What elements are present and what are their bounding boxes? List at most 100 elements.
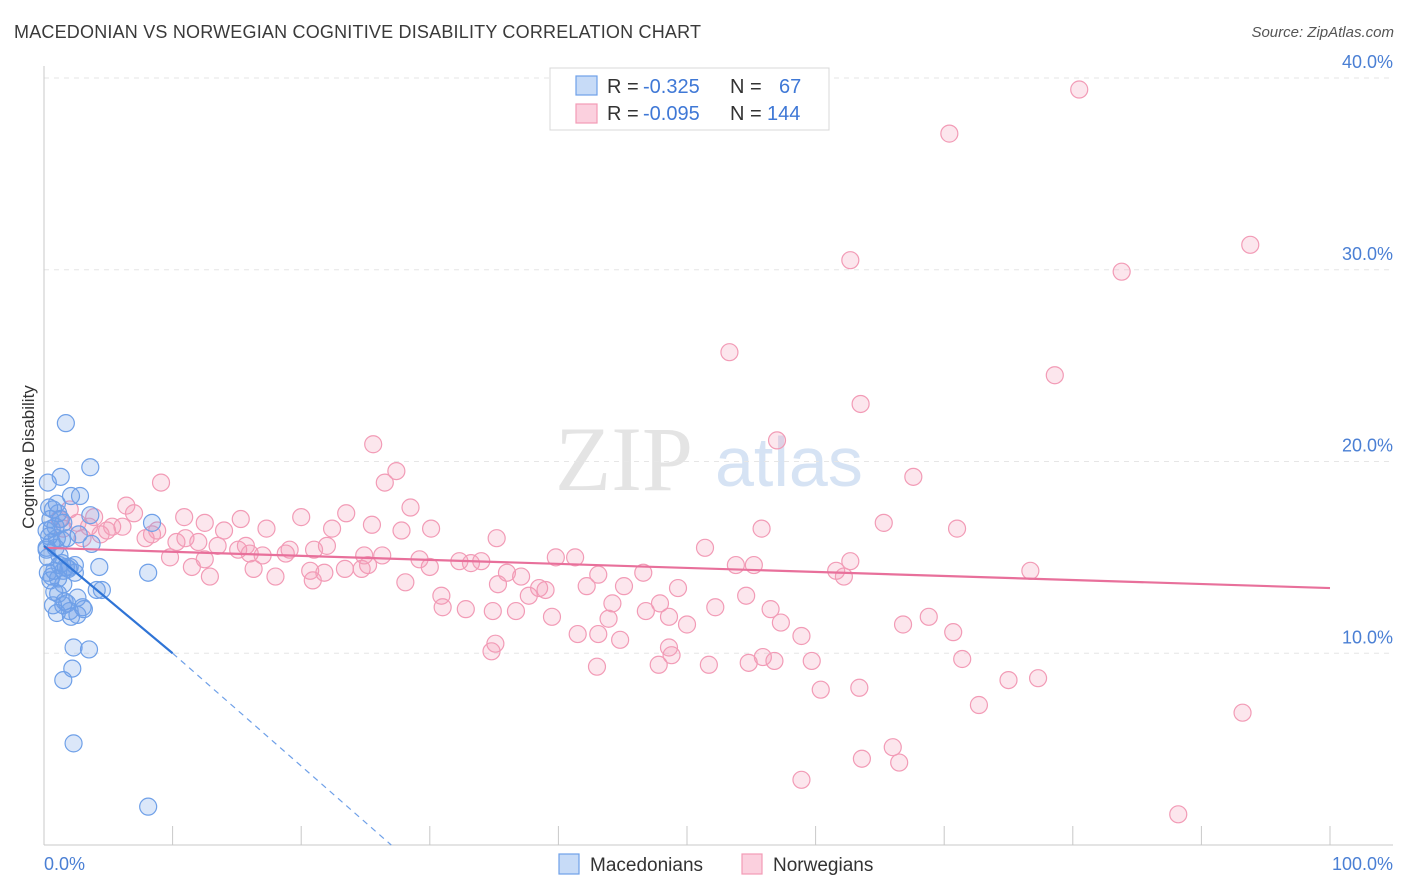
norwegians-point-1 [940,124,959,143]
norwegians-point-37 [487,529,506,548]
norwegians-point-6 [1045,366,1064,385]
macedonians-points [37,414,162,816]
macedonians-point-12 [142,513,162,532]
norwegians-point-74 [488,575,508,594]
macedonians-point-52 [92,580,111,600]
norwegians-point-90 [761,600,780,619]
norwegians-point-119 [969,695,989,715]
macedonians-point-47 [64,734,83,753]
norwegians-point-78 [668,578,688,598]
norwegians-point-77 [519,586,538,605]
norwegians-point-83 [603,594,622,613]
norwegians-point-79 [530,578,549,598]
norwegians-point-134 [208,536,227,555]
norwegians-point-47 [160,548,180,567]
norwegians-point-73 [396,573,415,592]
norwegians-point-123 [852,749,871,768]
macedonians-point-1 [81,458,100,477]
norwegians-point-125 [1169,805,1188,824]
norwegians-point-88 [636,601,655,621]
norwegians-point-84 [433,598,452,617]
norwegians-point-9 [364,435,383,454]
norwegians-point-18 [292,508,311,527]
norwegians-point-129 [79,517,99,536]
norwegians-point-127 [97,521,117,540]
macedonians-trend-line [43,545,174,655]
macedonians-point-3 [38,473,57,492]
y-tick-label-10: 10.0% [1342,627,1393,647]
norwegians-point-112 [587,657,607,676]
legend-r-label-1: R = [607,103,639,125]
y-tick-labels: 10.0% 20.0% 30.0% 40.0% [1342,52,1393,647]
macedonians-point-5 [61,486,81,506]
norwegians-point-13 [904,467,923,486]
macedonians-point-9 [81,506,100,525]
norwegians-point-71 [266,567,285,586]
x-tick-label-0: 0.0% [44,854,85,874]
norwegians-point-97 [919,607,938,626]
series-legend-swatch-norwegians [741,853,763,875]
norwegians-point-138 [373,546,392,565]
norwegians-point-101 [792,626,811,646]
norwegians-point-4 [841,251,860,270]
trend-lines [43,545,1331,846]
norwegians-point-10 [387,461,406,481]
macedonians-point-58 [40,498,59,517]
norwegians-point-93 [542,607,562,626]
norwegians-point-117 [850,678,869,697]
y-tick-label-20: 20.0% [1342,436,1393,456]
norwegians-point-28 [874,513,893,532]
norwegians-points [50,80,1260,824]
norwegians-point-113 [649,655,668,674]
y-tick-label-30: 30.0% [1342,244,1393,264]
norwegians-point-96 [893,615,913,634]
norwegians-point-133 [167,532,186,552]
norwegians-point-53 [695,538,715,557]
series-legend-label-norwegians: Norwegians [773,855,873,876]
norwegians-point-122 [890,753,909,772]
norwegians-point-15 [401,498,420,517]
norwegians-point-80 [432,586,451,605]
norwegians-point-17 [337,504,356,523]
norwegians-point-143 [827,561,846,580]
norwegians-point-85 [456,600,475,619]
macedonians-point-66 [55,592,74,611]
norwegians-point-100 [589,624,608,644]
norwegians-point-108 [765,651,784,671]
norwegians-point-72 [303,571,322,590]
norwegians-point-75 [536,580,555,600]
macedonians-point-49 [41,571,60,590]
norwegians-point-24 [322,519,342,538]
norwegians-trend-line [43,546,1331,590]
norwegians-point-23 [195,513,214,532]
norwegians-point-31 [214,521,234,540]
norwegians-point-62 [352,559,371,578]
norwegians-point-12 [151,473,171,492]
legend-n-label-0: N = [730,76,762,98]
norwegians-point-57 [244,559,263,578]
norwegians-point-91 [659,607,679,626]
x-axis-ticks [43,826,1331,845]
norwegians-point-30 [947,519,967,538]
macedonians-point-46 [54,670,73,690]
norwegians-point-81 [650,594,670,613]
norwegians-point-105 [482,642,501,661]
macedonians-point-57 [69,525,88,544]
macedonians-point-63 [51,509,70,529]
legend-n-value-0: 67 [779,76,801,98]
norwegians-point-121 [883,738,902,757]
norwegians-point-5 [720,343,739,362]
x-tick-label-100: 100.0% [1332,854,1393,874]
norwegians-point-7 [851,394,870,414]
stats-legend: R = -0.325 N = 67 R = -0.095 N = 144 [549,67,830,131]
norwegians-point-29 [752,519,771,538]
norwegians-point-46 [276,544,295,563]
norwegians-point-95 [771,613,790,632]
norwegians-point-114 [953,649,972,669]
norwegians-point-14 [117,496,136,515]
macedonians-point-44 [79,640,99,659]
macedonians-point-64 [37,540,56,559]
macedonians-point-29 [139,563,158,582]
